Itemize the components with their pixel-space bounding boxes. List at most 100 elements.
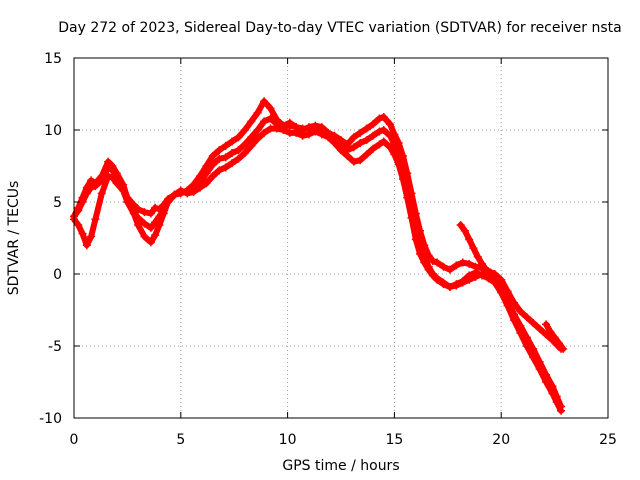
data-point-marker bbox=[439, 280, 448, 289]
y-tick-label: 0 bbox=[53, 267, 62, 283]
data-point-marker bbox=[221, 153, 230, 162]
data-point-marker bbox=[253, 108, 262, 117]
data-point-marker bbox=[343, 151, 352, 160]
data-point-marker bbox=[349, 143, 358, 152]
data-point-marker bbox=[228, 159, 237, 168]
data-point-marker bbox=[416, 249, 425, 258]
data-point-marker bbox=[460, 226, 469, 235]
data-point-marker bbox=[529, 353, 538, 362]
data-point-marker bbox=[379, 113, 388, 122]
data-point-marker bbox=[189, 187, 198, 196]
data-point-marker bbox=[317, 130, 326, 139]
y-axis-label: SDTVAR / TECUs bbox=[6, 181, 22, 296]
data-point-marker bbox=[497, 288, 506, 297]
data-point-marker bbox=[465, 271, 474, 280]
data-point-marker bbox=[469, 244, 478, 253]
data-point-marker bbox=[163, 198, 172, 206]
data-point-marker bbox=[529, 318, 538, 327]
data-point-marker bbox=[78, 229, 87, 238]
data-point-marker bbox=[375, 140, 384, 149]
data-point-marker bbox=[337, 136, 345, 145]
data-point-marker bbox=[247, 133, 256, 142]
data-point-marker bbox=[375, 114, 384, 123]
data-point-marker bbox=[91, 215, 100, 224]
data-point-marker bbox=[428, 271, 437, 280]
data-point-marker bbox=[208, 172, 217, 181]
data-point-marker bbox=[82, 189, 91, 198]
x-axis-label: GPS time / hours bbox=[282, 458, 399, 474]
data-point-marker bbox=[456, 221, 465, 230]
data-point-marker bbox=[445, 265, 454, 274]
data-point-marker bbox=[362, 124, 371, 133]
data-point-marker bbox=[87, 183, 96, 192]
data-point-marker bbox=[390, 140, 399, 149]
data-point-marker bbox=[87, 232, 96, 241]
axis-ticks bbox=[73, 57, 609, 419]
series-track-2 bbox=[70, 114, 566, 411]
data-point-marker bbox=[486, 268, 495, 277]
data-point-marker bbox=[155, 221, 164, 230]
data-point-marker bbox=[91, 182, 100, 191]
data-point-marker bbox=[482, 265, 491, 274]
data-point-marker bbox=[535, 365, 544, 374]
data-point-marker bbox=[516, 307, 525, 316]
data-point-marker bbox=[510, 316, 519, 325]
data-point-marker bbox=[473, 252, 482, 261]
data-point-marker bbox=[390, 150, 399, 159]
data-point-marker bbox=[285, 121, 294, 130]
data-point-marker bbox=[119, 186, 128, 195]
data-point-marker bbox=[535, 324, 544, 333]
data-point-marker bbox=[104, 172, 113, 181]
data-point-marker bbox=[159, 209, 168, 218]
series-track-3 bbox=[70, 124, 566, 415]
data-point-marker bbox=[458, 258, 467, 267]
data-point-marker bbox=[208, 151, 217, 160]
data-point-marker bbox=[546, 327, 555, 336]
data-point-marker bbox=[428, 257, 437, 266]
series-line bbox=[71, 115, 564, 410]
data-point-marker bbox=[253, 126, 262, 134]
data-point-marker bbox=[140, 208, 149, 217]
data-point-marker bbox=[311, 127, 320, 136]
data-point-marker bbox=[548, 389, 557, 398]
data-point-marker bbox=[221, 163, 230, 172]
data-point-marker bbox=[215, 166, 224, 175]
data-point-marker bbox=[260, 128, 269, 137]
data-point-marker bbox=[260, 97, 269, 106]
data-point-marker bbox=[356, 138, 365, 147]
data-point-marker bbox=[108, 166, 117, 175]
y-tick-label: 5 bbox=[53, 195, 62, 211]
chart-title: Day 272 of 2023, Sidereal Day-to-day VTE… bbox=[58, 20, 621, 36]
y-tick-label: 15 bbox=[44, 51, 62, 67]
data-point-marker bbox=[356, 156, 365, 165]
y-tick-label: -5 bbox=[48, 339, 62, 355]
data-point-marker bbox=[298, 131, 307, 140]
data-point-marker bbox=[228, 149, 237, 158]
y-tick-labels: -10 -5 0 5 10 15 bbox=[39, 51, 62, 427]
data-point-marker bbox=[458, 277, 467, 286]
data-point-marker bbox=[398, 174, 407, 183]
series-track-4-fragment bbox=[456, 221, 495, 277]
data-point-marker bbox=[183, 189, 192, 198]
data-point-marker bbox=[369, 131, 378, 140]
data-point-marker bbox=[140, 232, 149, 241]
data-point-marker bbox=[279, 126, 288, 134]
x-tick-labels: 0 5 10 15 20 25 bbox=[70, 432, 617, 448]
data-point-marker bbox=[407, 213, 416, 222]
data-point-marker bbox=[379, 137, 388, 146]
data-point-marker bbox=[411, 235, 420, 244]
data-point-marker bbox=[234, 133, 243, 142]
data-point-marker bbox=[465, 259, 474, 268]
data-series bbox=[70, 97, 568, 415]
data-point-marker bbox=[424, 265, 433, 274]
data-point-marker bbox=[202, 169, 211, 178]
data-point-marker bbox=[87, 176, 96, 185]
data-point-marker bbox=[542, 378, 551, 386]
data-point-marker bbox=[108, 173, 117, 182]
data-point-marker bbox=[420, 258, 429, 267]
data-point-marker bbox=[522, 342, 531, 350]
data-point-marker bbox=[324, 133, 333, 142]
data-point-marker bbox=[433, 258, 442, 267]
data-point-marker bbox=[272, 124, 281, 133]
